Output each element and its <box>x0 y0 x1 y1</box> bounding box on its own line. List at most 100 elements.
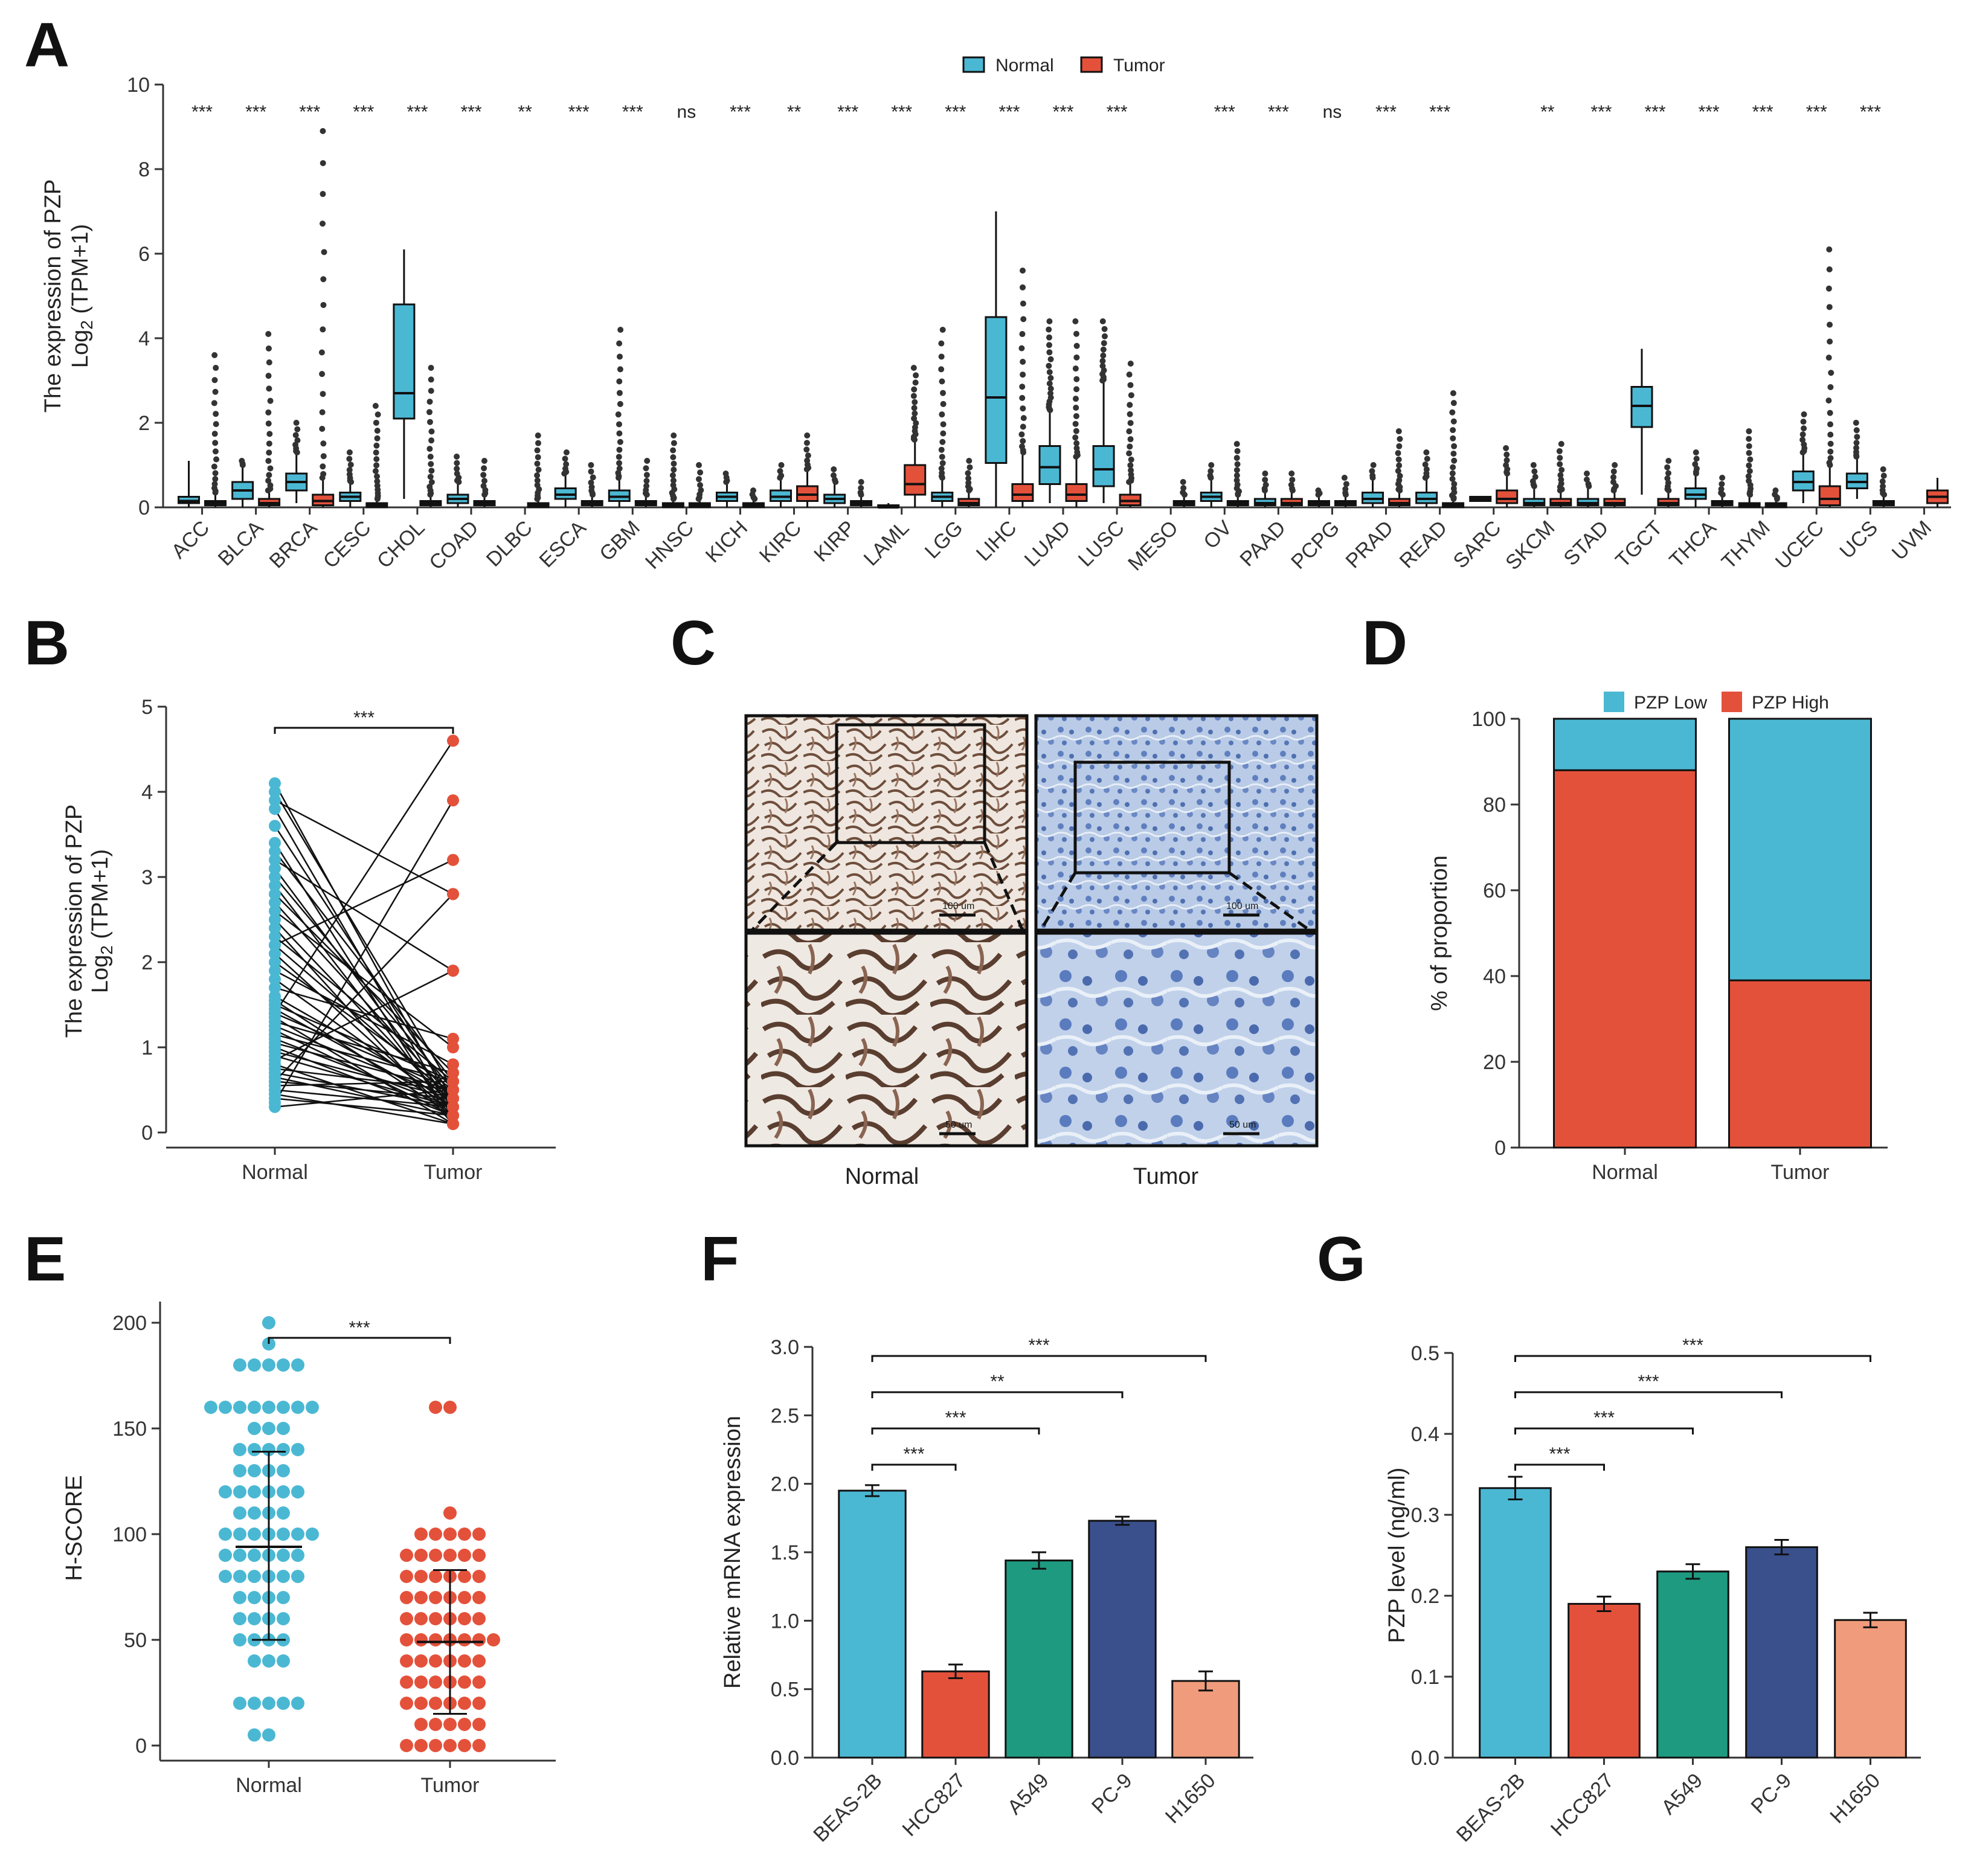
outlier-tumor <box>1827 421 1834 428</box>
outlier-normal <box>616 465 623 472</box>
significance-label: *** <box>568 102 590 122</box>
outlier-tumor <box>1880 472 1887 479</box>
point-tumor <box>447 1092 459 1105</box>
x-tick-label: Tumor <box>1771 1161 1830 1184</box>
bar-segment-pzp-low <box>1728 718 1872 981</box>
point-tumor <box>400 1739 413 1752</box>
outlier-tumor <box>1342 486 1349 492</box>
outlier-tumor <box>212 448 219 455</box>
outlier-normal <box>670 447 677 454</box>
outlier-normal <box>939 438 946 445</box>
outlier-normal <box>616 340 623 347</box>
significance-bracket <box>871 1355 1207 1362</box>
x-tick-label: DLBC <box>482 516 537 571</box>
outlier-tumor <box>1827 338 1833 345</box>
outlier-tumor <box>426 483 433 490</box>
outlier-normal <box>454 466 460 472</box>
significance-label: *** <box>407 102 428 122</box>
panel-g-elisa-bar: 0.0 0.1 0.2 0.3 0.4 0.5 PZP level (ng/ml) BEAS-… <box>1384 1335 1921 1846</box>
point-normal <box>219 1549 232 1562</box>
point-tumor <box>400 1570 413 1583</box>
box-normal <box>985 316 1008 464</box>
point-tumor <box>443 1739 457 1752</box>
y-tick-label: 0.2 <box>1411 1585 1439 1608</box>
point-normal <box>277 1401 290 1414</box>
y-tick-label: 150 <box>112 1418 147 1441</box>
point-tumor <box>414 1697 428 1710</box>
point-tumor <box>400 1675 413 1689</box>
outlier-normal <box>1208 462 1215 468</box>
point-normal <box>277 1358 290 1372</box>
point-normal <box>269 803 281 815</box>
point-tumor <box>414 1591 428 1604</box>
outlier-tumor <box>372 403 379 409</box>
outlier-tumor <box>804 457 811 464</box>
outlier-tumor <box>320 276 327 283</box>
outlier-normal <box>294 437 301 443</box>
outlier-tumor <box>213 411 219 417</box>
outlier-tumor <box>373 456 380 463</box>
outlier-tumor <box>1234 448 1241 454</box>
outlier-tumor <box>1127 420 1134 426</box>
pair-line <box>274 799 454 895</box>
legend-label-pzp-high: PZP High <box>1752 693 1829 713</box>
point-normal <box>248 1697 261 1710</box>
point-normal <box>269 853 281 866</box>
outlier-tumor <box>428 479 435 486</box>
pair-line <box>274 859 454 946</box>
pair-line <box>274 1081 454 1087</box>
x-tick-label: HNSC <box>641 516 698 574</box>
outlier-tumor <box>320 453 327 460</box>
significance-bracket <box>1514 1463 1605 1471</box>
point-normal <box>277 1506 290 1520</box>
outlier-tumor <box>643 465 649 472</box>
zoom-box-normal <box>835 723 986 844</box>
x-tick-label: CESC <box>319 516 376 573</box>
x-tick-label: THYM <box>1717 516 1775 574</box>
outlier-normal <box>1747 456 1754 463</box>
point-normal <box>233 1527 246 1541</box>
outlier-normal <box>1369 468 1375 475</box>
pair-line <box>274 1025 454 1099</box>
x-tick-label: PC-9 <box>1747 1769 1796 1819</box>
pair-line <box>274 800 454 1103</box>
box-tumor <box>1065 483 1088 502</box>
outlier-tumor <box>1127 402 1133 408</box>
outlier-normal <box>616 460 623 466</box>
outlier-tumor <box>588 468 594 475</box>
significance-label: *** <box>460 102 481 122</box>
point-normal <box>248 1358 261 1372</box>
significance-label: ** <box>1540 102 1555 122</box>
panel-label-g: G <box>1317 1224 1366 1294</box>
outlier-normal <box>938 446 945 453</box>
outlier-normal <box>1529 478 1536 484</box>
outlier-tumor <box>1018 345 1025 352</box>
point-tumor <box>472 1591 486 1604</box>
x-tick-label: TGCT <box>1611 516 1667 572</box>
x-tick-label: Normal <box>1592 1161 1658 1184</box>
point-tumor <box>458 1527 471 1541</box>
outlier-tumor <box>1019 443 1026 450</box>
point-normal <box>204 1401 217 1414</box>
point-normal <box>262 1654 275 1668</box>
outlier-tumor <box>803 446 810 453</box>
outlier-tumor <box>1879 478 1886 485</box>
outlier-tumor <box>1128 456 1134 463</box>
outlier-tumor <box>426 409 433 416</box>
outlier-normal <box>1799 437 1806 443</box>
panel-d-stacked-bar: 0 20 40 60 80 100 % of proportion PZP Low PZP Hi… <box>1427 692 1888 1184</box>
outlier-tumor <box>1557 472 1564 478</box>
outlier-normal <box>1693 455 1700 462</box>
point-tumor <box>429 1549 442 1562</box>
outlier-tumor <box>1826 266 1833 273</box>
outlier-normal <box>1262 481 1269 488</box>
point-normal <box>277 1443 290 1456</box>
point-normal <box>262 1401 275 1414</box>
outlier-tumor <box>320 301 327 308</box>
outlier-tumor <box>320 463 326 470</box>
significance-label: *** <box>1052 102 1073 122</box>
y-tick-label: 8 <box>138 158 150 181</box>
outlier-normal <box>1207 468 1214 475</box>
significance-label: *** <box>903 1444 924 1464</box>
pair-line <box>274 1012 454 1091</box>
